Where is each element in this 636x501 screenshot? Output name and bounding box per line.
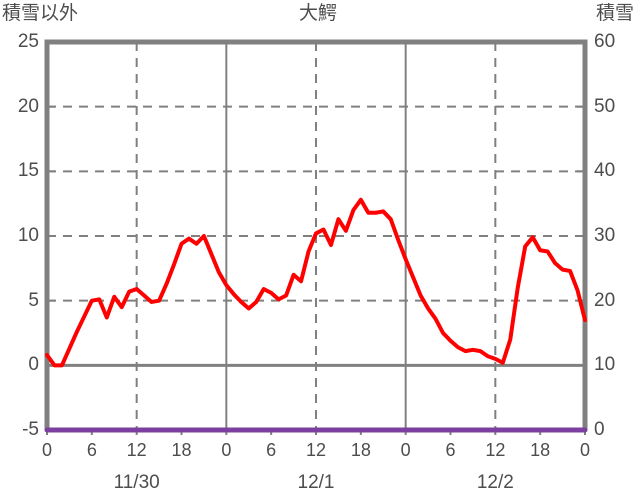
right-axis-title: 積雪 [595, 3, 634, 24]
left-axis-title: 積雪以外 [2, 3, 79, 24]
x-axis-tick-label: 12 [126, 440, 147, 460]
x-axis-tick-label: 6 [266, 440, 277, 460]
right-axis-tick-label: 30 [594, 225, 616, 246]
x-axis-day-label: 11/30 [113, 472, 160, 493]
x-axis-tick-label: 0 [400, 440, 411, 460]
x-axis-day-label: 12/2 [476, 472, 514, 493]
x-axis-tick-label: 18 [350, 440, 371, 460]
right-axis-tick-label: 10 [594, 354, 616, 376]
right-axis-tick-label: 20 [594, 289, 616, 311]
x-axis-tick-label: 6 [445, 440, 456, 460]
left-axis-tick-label: 25 [17, 31, 39, 52]
x-axis-tick-label: 0 [221, 440, 232, 460]
left-axis-tick-label: 15 [17, 160, 39, 182]
x-axis-tick-label: 18 [171, 440, 192, 460]
x-axis-tick-label: 0 [579, 440, 590, 460]
x-axis-tick-label: 0 [41, 440, 52, 460]
data-series [44, 197, 588, 433]
x-axis-tick-label: 6 [86, 440, 97, 460]
left-axis-tick-label: 0 [28, 354, 39, 376]
right-axis-tick-label: 60 [594, 31, 616, 52]
left-axis-tick-label: 10 [17, 225, 39, 246]
right-axis-tick-label: 40 [594, 160, 616, 182]
left-axis-tick-label: 5 [28, 289, 39, 311]
x-axis-tick-label: 18 [530, 440, 551, 460]
right-axis-tick-label: 0 [594, 419, 605, 440]
left-axis-tick-label: -5 [22, 419, 39, 440]
x-axis-tick-label: 12 [485, 440, 506, 460]
x-axis-day-label: 12/1 [297, 472, 335, 493]
left-axis-tick-label: 20 [17, 95, 39, 117]
x-axis-tick-label: 12 [305, 440, 327, 460]
chart-title: 大鰐 [298, 3, 337, 24]
right-axis-tick-label: 50 [594, 95, 616, 117]
